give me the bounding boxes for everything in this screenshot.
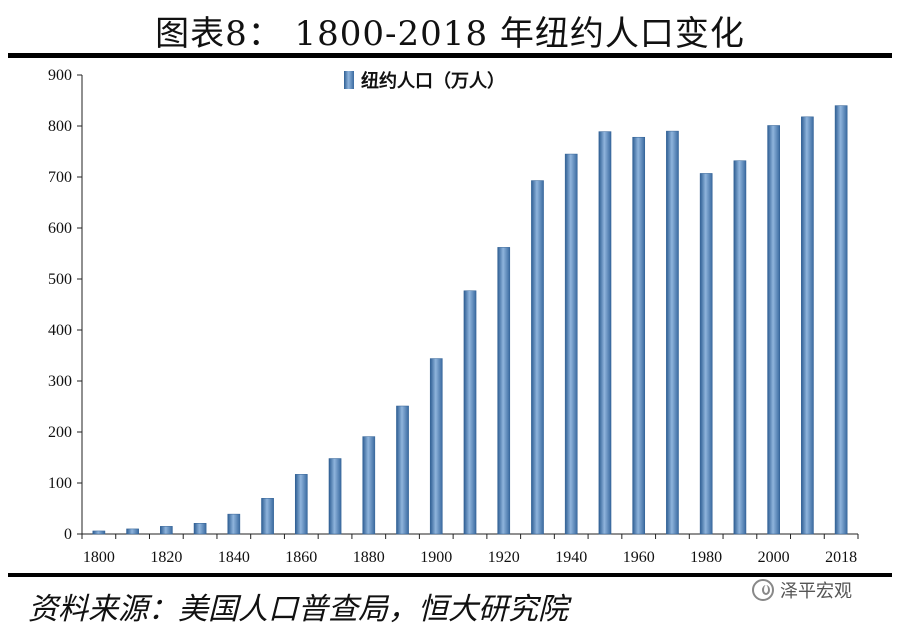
legend-label: 纽约人口（万人） [361,70,505,92]
y-tick-label: 300 [48,373,72,390]
bar-1840 [227,513,241,535]
watermark: 泽平宏观 [752,577,852,603]
bars-group [92,105,848,535]
bar-2018 [834,105,848,535]
legend: 纽约人口（万人） [344,70,505,92]
source-note: 资料来源：美国人口普查局，恒大研究院 [28,592,568,627]
bar-1980 [699,173,713,535]
chart-title: 图表8： 1800-2018 年纽约人口变化 [155,14,745,54]
x-tick-label: 1840 [218,549,250,566]
x-tick-label: 1980 [690,549,722,566]
bar-1970 [666,130,679,535]
x-tick-label: 1940 [555,549,587,566]
bar-1910 [463,290,477,535]
bar-2010 [801,116,814,535]
legend-swatch [344,71,354,89]
x-tick-label: 2018 [825,549,857,566]
y-tick-label: 100 [48,475,72,492]
bar-1800 [92,530,106,535]
bar-1930 [531,180,544,535]
y-tick-label: 0 [64,526,72,543]
bar-1830 [193,523,207,535]
bar-1960 [632,136,646,535]
y-tick-label: 700 [48,169,72,186]
y-tick-label: 400 [48,322,72,339]
axes: 0 100 200 300 400 500 600 700 800 900 1800 1820 1840… [48,67,859,566]
bottom-rule [8,573,892,577]
bar-1990 [733,160,747,535]
y-tick-label: 200 [48,424,72,441]
y-tick-label: 600 [48,220,72,237]
x-tick-label: 2000 [758,549,790,566]
y-tick-label: 800 [48,118,72,135]
top-rule [8,53,892,58]
x-tick-label: 1820 [150,549,182,566]
wechat-icon [752,579,774,601]
y-tick-label: 500 [48,271,72,288]
x-tick-label: 1860 [285,549,317,566]
x-tick-label: 1900 [420,549,452,566]
y-tick-label: 900 [48,67,72,84]
bar-1870 [328,458,342,535]
bar-2000 [767,125,780,535]
bar-1940 [564,153,578,535]
bar-1880 [362,436,376,535]
bar-1810 [126,528,139,535]
bar-1850 [261,498,274,535]
bar-1920 [497,247,511,535]
bar-1950 [598,131,612,535]
watermark-label: 泽平宏观 [780,581,852,602]
bar-1900 [429,358,443,535]
x-tick-label: 1880 [353,549,385,566]
bar-1890 [396,405,409,535]
x-tick-label: 1920 [488,549,520,566]
x-tick-label: 1800 [83,549,115,566]
bar-1820 [160,526,173,535]
x-tick-label: 1960 [623,549,655,566]
bar-1860 [294,474,308,535]
